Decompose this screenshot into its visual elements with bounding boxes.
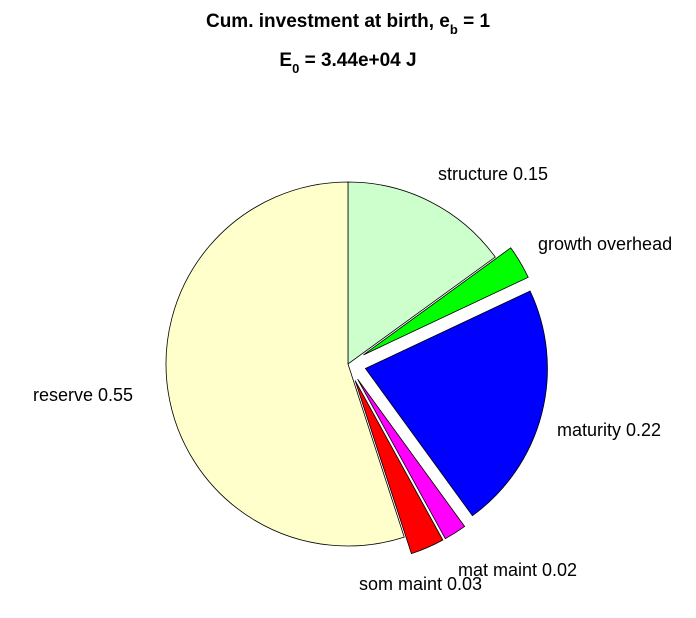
chart-subtitle-tail: = 3.44e+04 J (299, 50, 416, 71)
pie-label-structure: structure 0.15 (438, 164, 548, 184)
pie-slice-mat-maint (357, 378, 466, 540)
pie-slices (165, 181, 548, 555)
pie-label-som-maint: som maint 0.03 (359, 574, 482, 594)
pie-label-maturity: maturity 0.22 (557, 420, 661, 440)
chart-title-tail: = 1 (458, 11, 491, 32)
chart-subtitle: E0 = 3.44e+04 J (279, 50, 416, 76)
pie-label-growth-overhead: growth overhead (538, 234, 672, 254)
chart-title: Cum. investment at birth, eb = 1 (206, 11, 490, 37)
pie-slice-maturity (364, 290, 548, 517)
pie-slice-reserve (165, 181, 405, 547)
chart-title-main: Cum. investment at birth, e (206, 11, 450, 32)
chart-subtitle-main: E (279, 50, 292, 71)
chart-title-subscript: b (450, 22, 458, 37)
pie-label-mat-maint: mat maint 0.02 (458, 560, 577, 580)
pie-labels: structure 0.15 growth overhead maturity 0.… (33, 164, 672, 594)
pie-slice-som-maint (354, 380, 444, 555)
pie-label-reserve: reserve 0.55 (33, 385, 133, 405)
pie-slice-growth-overhead (363, 247, 529, 356)
pie-slice-structure (347, 181, 496, 365)
chart-subtitle-subscript: 0 (292, 61, 299, 76)
